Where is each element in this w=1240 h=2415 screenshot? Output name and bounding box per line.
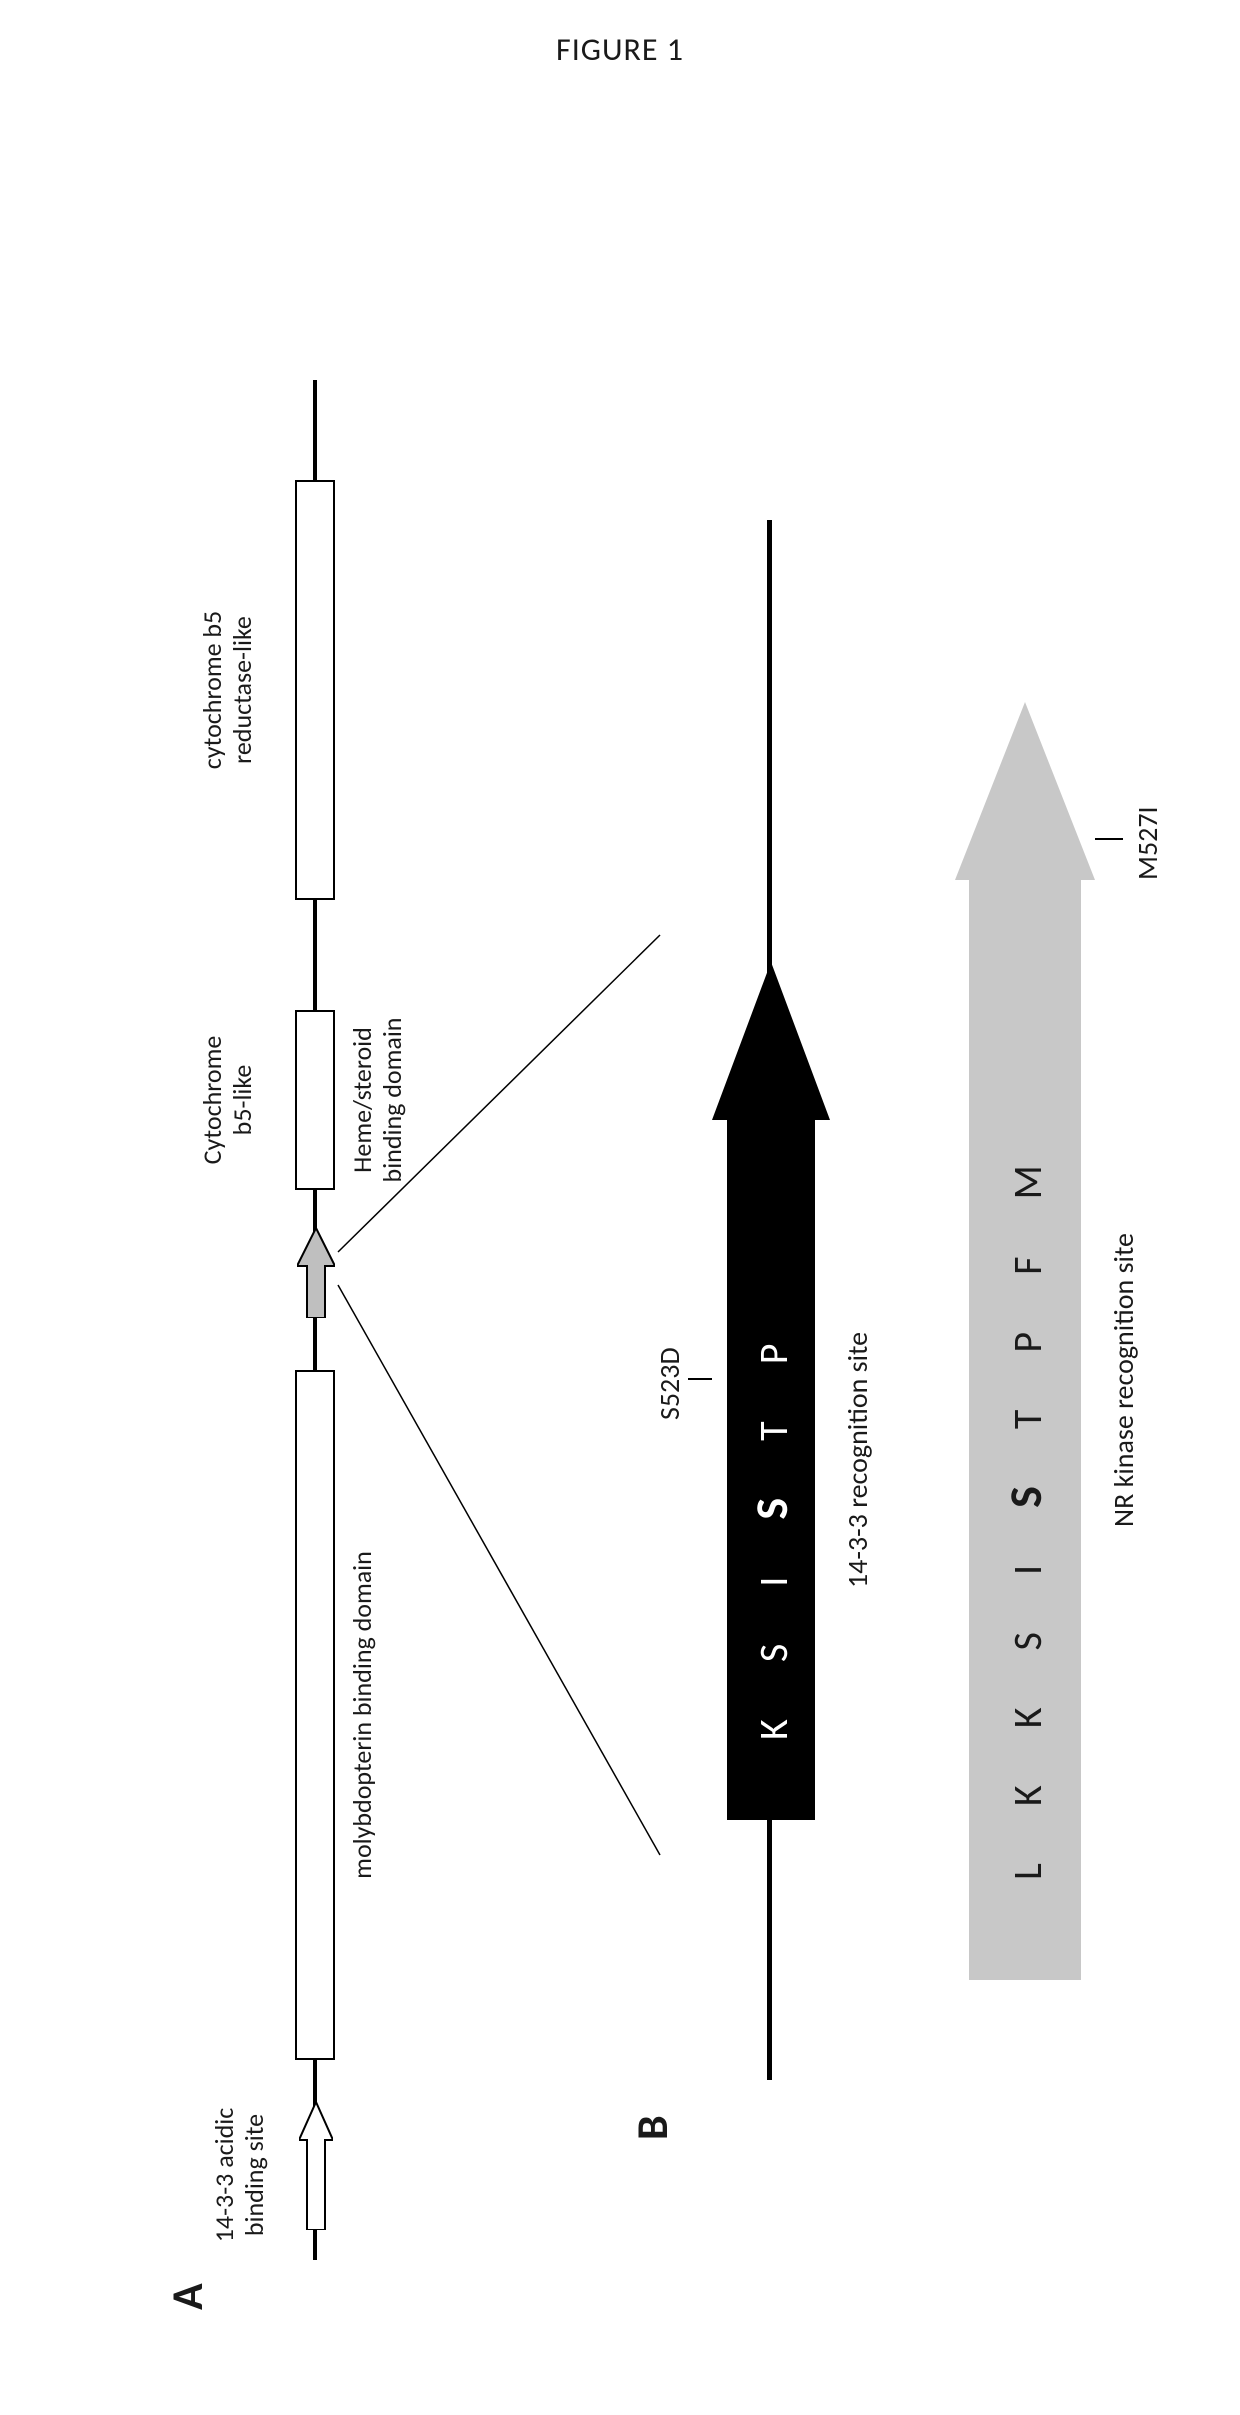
- label-nr-kinase-site: NR kinase recognition site: [1108, 1100, 1140, 1660]
- panel-b-letter: B: [625, 2115, 679, 2140]
- figure-title: FIGURE 1: [0, 30, 1240, 69]
- label-14-3-3-site: 14-3-3 recognition site: [842, 1210, 874, 1710]
- seq-letter: S: [749, 1620, 798, 1662]
- seq-letter: T: [1003, 1386, 1052, 1430]
- seq-letter: P: [1003, 1308, 1052, 1353]
- seq-letter: K: [1003, 1761, 1052, 1806]
- seq-letter: K: [749, 1695, 798, 1740]
- seq-letter: S: [1003, 1608, 1052, 1650]
- seq-letter: K: [1003, 1684, 1052, 1729]
- seq-letter-bold: S: [998, 1462, 1054, 1508]
- seq-letter: M: [1003, 1141, 1052, 1199]
- seq-letter: F: [1003, 1232, 1052, 1274]
- seq-letter: T: [749, 1397, 798, 1441]
- seq-letter: P: [749, 1320, 798, 1365]
- seq-nr-kinase: L K K S I S T P F M: [998, 1141, 1054, 1880]
- s523d-tick: [688, 1378, 712, 1380]
- m527i-tick: [1095, 838, 1123, 840]
- seq-letter: L: [1003, 1839, 1052, 1880]
- seq-letter-bold: S: [744, 1474, 800, 1520]
- seq-14-3-3: K S I S T P: [744, 1320, 800, 1740]
- seq-letter: I: [1003, 1541, 1052, 1575]
- rotated-stage: A 14-3-3 acidicbinding site molybdopteri…: [70, 180, 1170, 2380]
- m527i-label: M527I: [1130, 806, 1165, 880]
- seq-letter: I: [749, 1553, 798, 1587]
- s523d-label: S523D: [652, 1347, 687, 1420]
- page-root: FIGURE 1 A 14-3-3 acidicbinding site mol…: [0, 0, 1240, 2415]
